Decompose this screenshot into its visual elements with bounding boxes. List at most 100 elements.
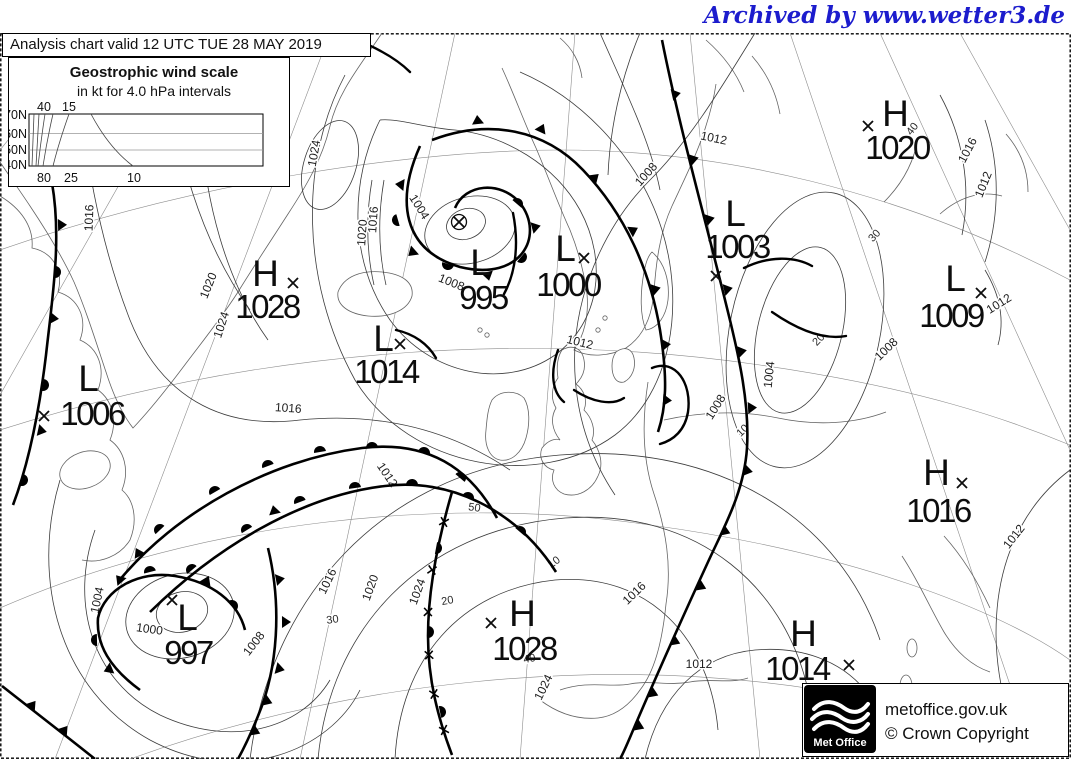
isobar-label: 1024 [531,672,555,702]
isobar-label: 1016 [315,566,339,596]
wind-scale-box: Geostrophic wind scale in kt for 4.0 hPa… [4,57,290,187]
wind-scale-title: Geostrophic wind scale [70,64,238,81]
branding-url[interactable]: metoffice.gov.uk [885,700,1008,719]
pressure-value: 1009 [919,297,984,334]
coast-white-sea-b [939,193,1003,215]
wind-scale-lat-label: 50N [9,143,27,157]
pressure-center-high: H 1014 [765,613,855,687]
center-x-mark [862,120,874,132]
center-x-mark [578,252,590,264]
isobar-label: 1016 [955,135,980,165]
coast-denmark [611,348,635,383]
logo-wave-icon [810,710,870,724]
pressure-center-low: L 1003 [705,193,772,282]
pressure-value: 1014 [765,650,831,687]
center-x-mark [394,338,406,350]
chart-title-box: Analysis chart valid 12 UTC TUE 28 MAY 2… [2,33,371,57]
isobar-label: 1024 [406,576,428,606]
pressure-value: 1000 [536,266,602,303]
pressure-center-high: H 1028 [485,593,559,667]
pressure-letter: H [790,613,816,654]
coast-adriatic [943,535,991,609]
pressure-letter: L [945,258,965,299]
branding-copyright: © Crown Copyright [885,724,1029,743]
isobar-label: 1012 [984,290,1014,316]
center-x-mark [956,477,968,489]
isobar-label: 1020 [359,572,381,602]
pressure-center-high: H 1016 [906,452,973,529]
pressure-value: 997 [164,634,213,671]
wind-scale-top-label: 40 [37,100,51,114]
wind-scale-top-label: 15 [62,100,76,114]
wind-scale-lat-label: 60N [9,127,27,141]
isobar-label: 1012 [686,657,713,671]
pressure-value: 1020 [865,129,931,166]
isobar-label: 1016 [274,400,302,416]
wind-scale-diagram: Geostrophic wind scale in kt for 4.0 hPa… [4,64,264,185]
isobar-label: 1008 [240,628,268,658]
pressure-center-low: L 1006 [38,358,127,432]
pressure-letter: H [509,593,535,634]
isobar-label: 1020 [354,219,370,247]
coast-shetland-a [595,327,601,333]
pressure-value: 995 [459,279,508,316]
pressure-letter: L [78,358,98,399]
pressure-letter: L [725,193,745,234]
isobar-label: 1012 [1000,521,1028,551]
logo-wave-icon [812,720,870,734]
center-x-mark [166,594,178,606]
archive-banner-link[interactable]: Archived by www.wetter3.de [703,2,1065,29]
isobar-label: 1000 [135,620,164,638]
pressure-center-low: L 1000 [536,228,604,303]
isobar-label: 1016 [365,206,381,234]
wind-scale-frame [28,113,264,167]
pressure-letter: L [555,228,575,269]
isobar-label: 1020 [197,270,220,300]
wind-scale-lat-label: 70N [9,108,27,122]
coast-faroe-a [477,327,483,333]
center-x-mark [975,287,987,299]
pressure-center-high: H 1020 [862,93,933,166]
pressure-center-high: H 1028 [235,253,302,325]
pressure-value: 1003 [705,228,770,265]
coast-white-sea-a [883,137,919,203]
pressure-letter: L [177,597,197,638]
met-office-logo: Met Office [804,685,876,753]
pressure-value: 1028 [492,630,557,667]
pressure-letter: H [923,452,949,493]
coast-corsica [906,638,918,658]
fronts [1,39,757,759]
coast-italy [901,555,991,673]
wind-scale-lat-label: 40N [9,158,27,172]
graticule-label: 30 [326,613,340,627]
pressure-center-low: L 1009 [919,258,987,334]
pressure-value: 1014 [354,353,420,390]
isobar-label: 1024 [210,310,232,340]
pressure-value: 1016 [906,492,971,529]
coast-ireland [485,391,530,461]
coast-gulf-of-bothnia [640,251,669,331]
pressure-letter: H [252,253,278,294]
isobar-label: 1024 [305,139,323,168]
coast-canada [0,195,135,562]
center-x-mark [453,216,465,228]
wind-scale-bottom-label: 25 [64,171,78,185]
center-x-mark [843,659,855,671]
logo-text: Met Office [813,737,866,749]
center-x-mark [710,270,722,282]
pressure-centers: H 1020 L 1003 L 1000 L 995 H [38,93,987,687]
branding-box: Met Office metoffice.gov.uk © Crown Copy… [802,683,1069,757]
wind-scale-bottom-label: 10 [127,171,141,185]
isobar-label: 1004 [406,192,432,222]
center-x-mark [287,277,299,289]
pressure-letter: L [373,318,393,359]
isobar-label: 1004 [761,360,778,388]
branding-text: metoffice.gov.uk © Crown Copyright [877,684,1029,756]
coast-white-sea-c [1005,133,1029,193]
isobar-label: 1016 [82,204,97,231]
pressure-center-low: L 1014 [354,318,422,390]
wind-scale-bottom-label: 80 [37,171,51,185]
pressure-value: 1028 [235,288,300,325]
graticule-label: 10 [734,422,751,439]
pressure-letter: H [882,93,908,134]
